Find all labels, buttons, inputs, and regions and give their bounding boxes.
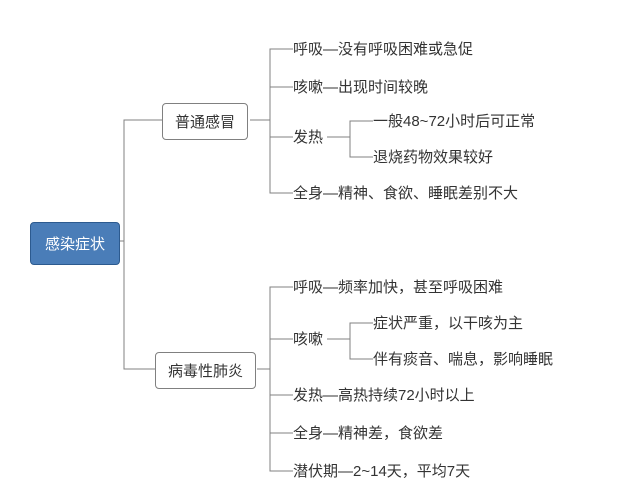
leaf-label: 咳嗽 [293,331,323,348]
leaf-label: 全身—精神差，食欲差 [293,425,443,442]
leaf-label: 呼吸—频率加快，甚至呼吸困难 [293,279,503,296]
category-label: 普通感冒 [175,114,235,131]
category-viral-pneumonia: 病毒性肺炎 [155,352,256,389]
root-node: 感染症状 [30,222,120,265]
root-label: 感染症状 [45,236,105,253]
leaf-cough-pneumonia: 咳嗽 [293,330,323,350]
leaf-label: 症状严重，以干咳为主 [373,315,523,332]
leaf-breathing-common: 呼吸—没有呼吸困难或急促 [293,40,473,60]
leaf-label: 一般48~72小时后可正常 [373,113,535,130]
category-common-cold: 普通感冒 [162,103,248,140]
leaf-breathing-pneumonia: 呼吸—频率加快，甚至呼吸困难 [293,278,503,298]
leaf-cough-common: 咳嗽—出现时间较晚 [293,78,428,98]
leaf-label: 伴有痰音、喘息，影响睡眠 [373,351,553,368]
leaf-label: 退烧药物效果较好 [373,149,493,166]
category-label: 病毒性肺炎 [168,363,243,380]
leaf-label: 全身—精神、食欲、睡眠差别不大 [293,185,518,202]
leaf-cough-pneumonia-severe: 症状严重，以干咳为主 [373,314,523,334]
leaf-label: 呼吸—没有呼吸困难或急促 [293,41,473,58]
leaf-fever-common-duration: 一般48~72小时后可正常 [373,112,535,132]
leaf-cough-pneumonia-phlegm: 伴有痰音、喘息，影响睡眠 [373,350,553,370]
leaf-fever-common: 发热 [293,128,323,148]
leaf-whole-body-pneumonia: 全身—精神差，食欲差 [293,424,443,444]
leaf-fever-pneumonia: 发热—高热持续72小时以上 [293,386,475,406]
leaf-label: 咳嗽—出现时间较晚 [293,79,428,96]
leaf-label: 发热 [293,129,323,146]
leaf-whole-body-common: 全身—精神、食欲、睡眠差别不大 [293,184,518,204]
leaf-fever-common-medicine: 退烧药物效果较好 [373,148,493,168]
leaf-label: 潜伏期—2~14天，平均7天 [293,463,470,480]
leaf-label: 发热—高热持续72小时以上 [293,387,475,404]
leaf-incubation-pneumonia: 潜伏期—2~14天，平均7天 [293,462,470,482]
